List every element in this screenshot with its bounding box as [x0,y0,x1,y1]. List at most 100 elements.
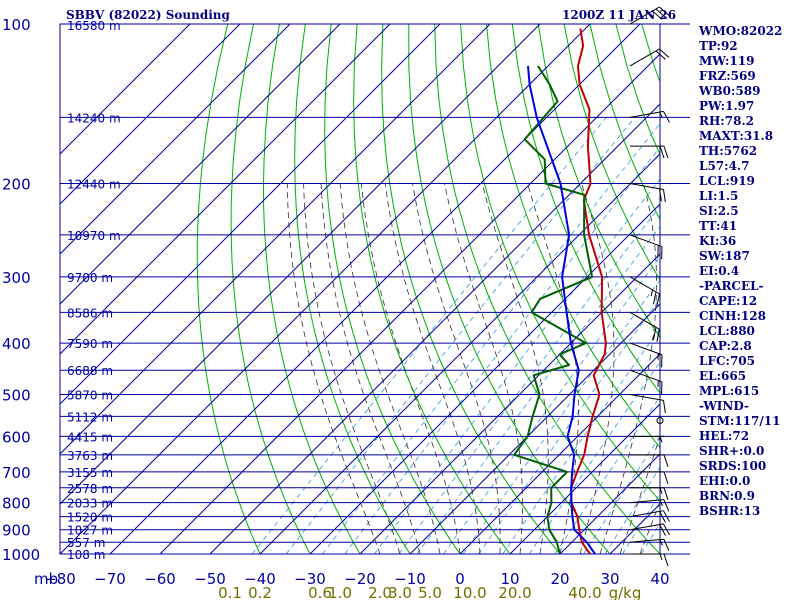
wind-barb-shaft [629,311,660,330]
mixing-ratio-line [251,117,607,554]
wind-barb-shaft [629,276,660,295]
stat-line: SRDS:100 [699,459,767,473]
height-label: 9700 m [67,271,113,285]
isotherm-line [359,253,660,554]
wind-barb-flag [659,511,667,523]
wind-barb [629,523,670,536]
mixing-ratio-label: 10.0 [453,584,486,600]
wind-barb [629,183,666,203]
moist-adiabat-line [444,183,523,554]
mixing-ratio-line [398,205,660,554]
temp-tick-label: −50 [194,570,226,588]
wind-barb-shaft [629,234,663,248]
wind-barb-flag [659,6,670,16]
temp-tick-label: −70 [94,570,126,588]
mixing-ratio-line [374,178,660,554]
moist-adiabat-line [303,183,401,554]
isotherm-line [60,24,241,205]
background-grid-layer [60,24,660,554]
wind-barb-shaft [629,110,664,118]
stat-line: SW:187 [699,249,750,263]
stat-line: LCL:880 [699,324,755,338]
dry-adiabat-line [196,24,261,554]
stat-line: TT:41 [699,219,738,233]
stat-line: SHR+:0.0 [699,444,765,458]
height-label: 3155 m [67,466,113,480]
pressure-tick-label: 200 [2,176,31,194]
stat-line: STM:117/11 [699,414,781,428]
stat-line: FRZ:569 [699,69,756,83]
temp-tick-label: −60 [144,570,176,588]
mixing-ratio-label: 40.0 [568,584,601,600]
dry-adiabat-line [230,24,311,554]
stat-line: RH:78.2 [699,114,754,128]
stat-line: CINH:128 [699,309,766,323]
moist-adiabat-line [599,183,657,554]
stat-line: WMO:82022 [699,24,783,38]
stat-line: SI:2.5 [699,204,739,218]
wind-barb-shaft [629,523,664,531]
wind-barb-half-flag [659,111,663,118]
temp-tick-label: −10 [394,570,426,588]
dewpoint-profile [513,65,594,554]
height-label: 5112 m [67,410,113,424]
wind-barb-shaft [629,393,664,401]
isotherm-line [60,24,491,455]
wind-barb-flag [656,329,660,342]
mixing-ratio-line [285,117,636,554]
temp-tick-label: −80 [44,570,76,588]
height-label: 2033 m [67,497,113,511]
stat-line: EHI:0.0 [699,474,751,488]
stat-line: KI:36 [699,234,737,248]
isotherm-line [309,203,660,554]
mixing-ratio-line [443,256,660,554]
pressure-tick-label: 100 [2,16,31,34]
mixing-ratio-line [528,361,660,554]
wind-barb-flag [663,499,670,512]
height-label: 10970 m [67,229,121,243]
moist-adiabat-line [481,183,549,554]
temp-tick-label: 10 [500,570,519,588]
wind-barb-shaft [629,499,664,504]
stat-line: LFC:705 [699,354,755,368]
wind-barb [629,510,670,523]
wind-barb-flag [659,145,665,159]
mixing-ratio-line [478,297,660,554]
stat-line: PW:1.97 [699,99,755,113]
wind-barb [629,110,670,123]
stat-line: -PARCEL- [699,279,764,293]
mixing-ratio-line [462,279,660,554]
dry-adiabat-line [353,24,511,554]
wind-barb-half-flag [659,499,663,507]
pressure-tick-label: 500 [2,386,31,404]
isotherm-line [60,24,291,255]
wind-barb-shaft [629,183,664,190]
wind-barb [630,487,669,500]
wind-barb [630,553,669,567]
wind-barb-flag [659,188,662,202]
wind-barb-shaft [629,538,664,543]
wind-barb [629,311,660,342]
mixing-ratio-label: 5.0 [418,584,442,600]
mixing-ratio-label: 3.0 [388,584,412,600]
isotherm-line [259,153,660,554]
stat-line: EL:665 [699,369,747,383]
height-label: 5870 m [67,388,113,402]
pressure-tick-label: 900 [2,522,31,540]
height-label: 2578 m [67,482,113,496]
wind-barb-half-flag [659,539,663,546]
dry-adiabat-line [262,24,361,554]
stat-line: MAXT:31.8 [699,129,774,143]
wind-barb [629,234,663,260]
temp-tick-label: 0 [455,570,465,588]
wind-barb-flag [655,8,666,18]
wind-barb-flag [663,510,670,523]
mixing-ratio-line [416,225,660,554]
wind-barb [629,499,670,512]
height-label: 1027 m [67,524,113,538]
height-label: 4415 m [67,430,113,444]
temp-tick-label: 20 [550,570,569,588]
pressure-tick-label: 400 [2,335,31,353]
wind-barb-flag [659,524,667,536]
